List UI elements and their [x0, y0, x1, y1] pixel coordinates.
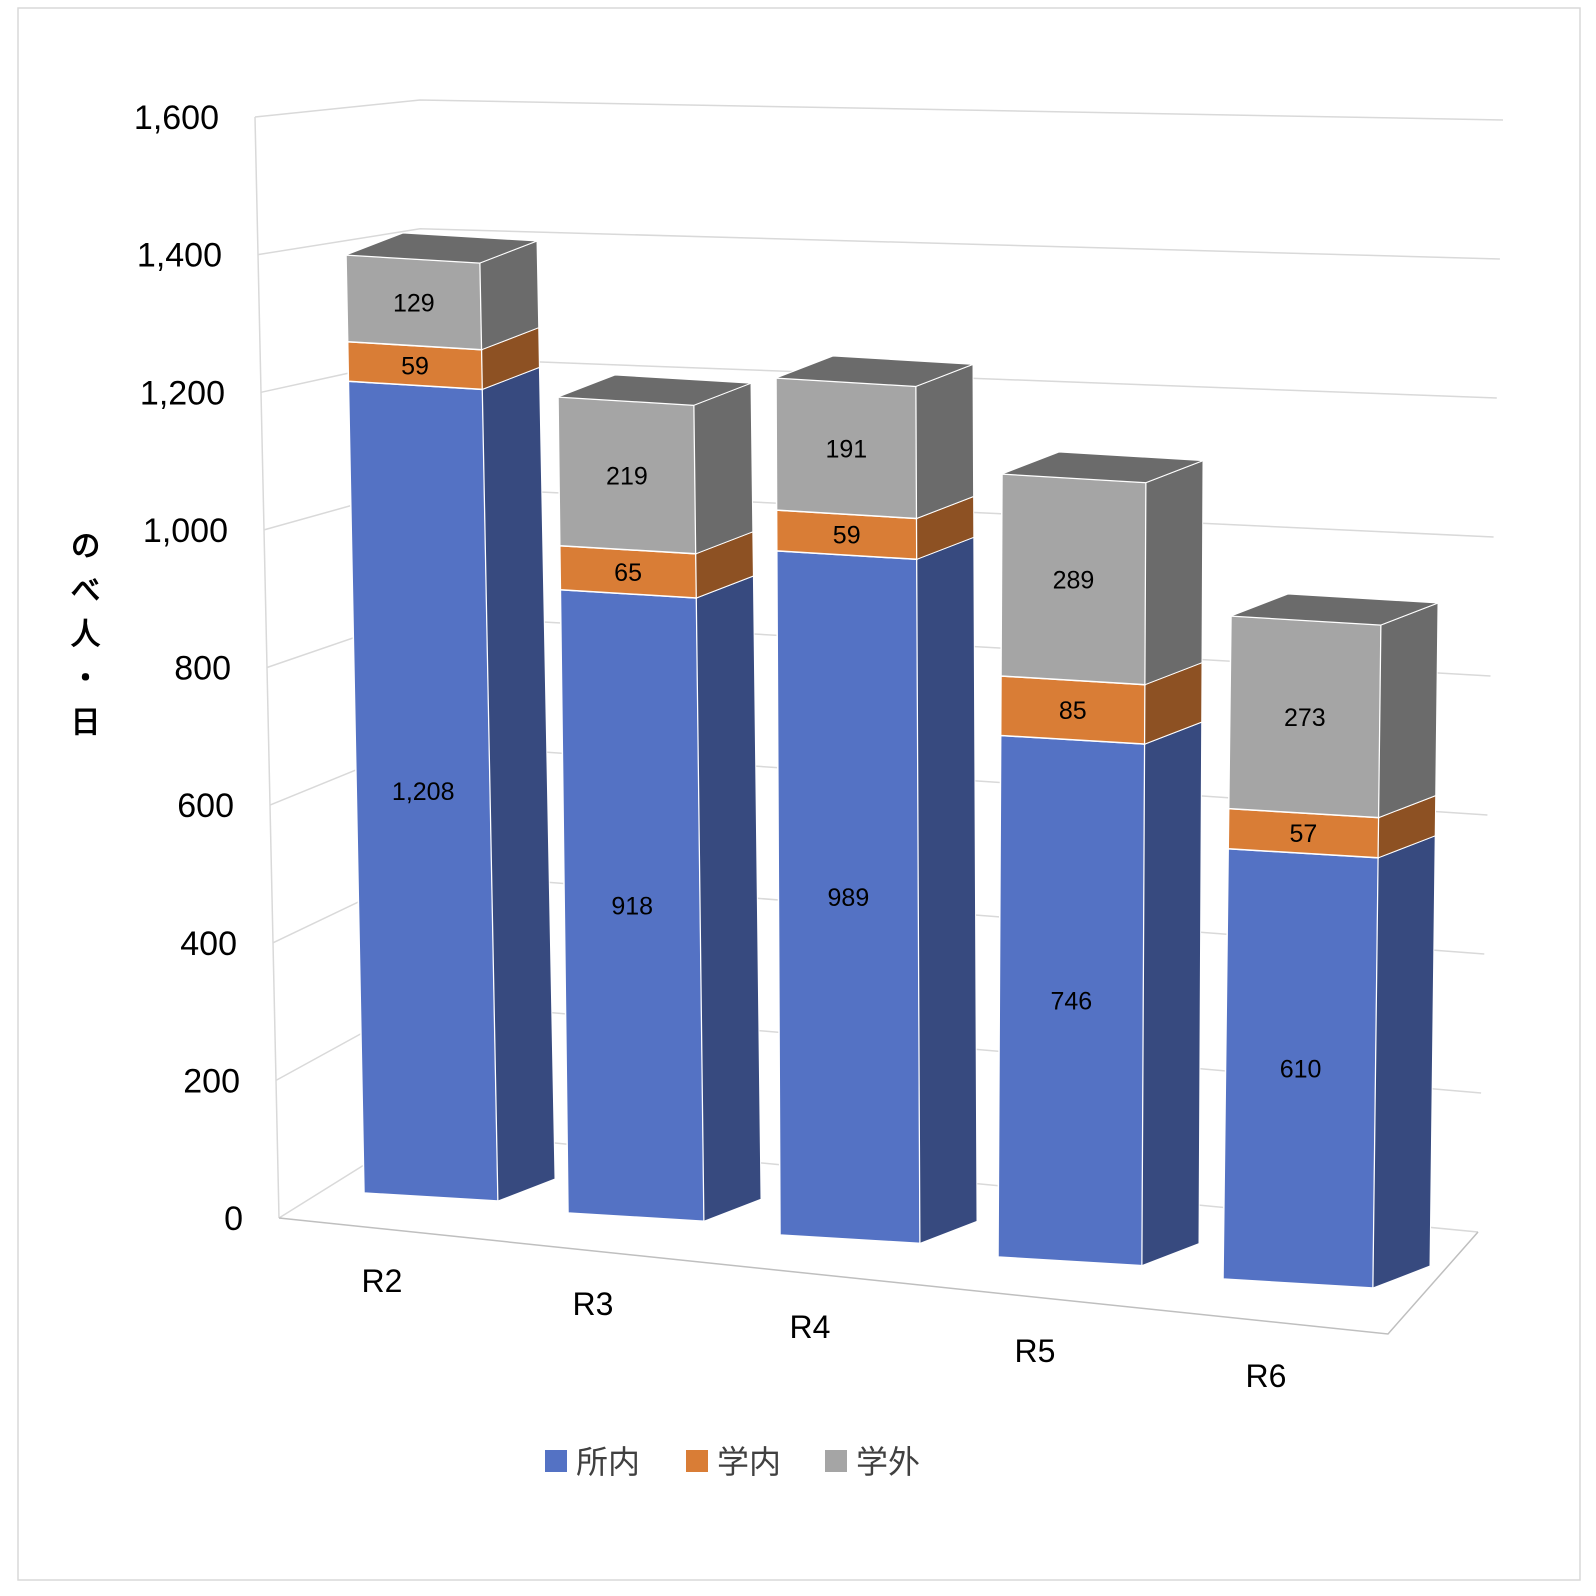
bar-side-R5-3 — [1144, 459, 1204, 686]
legend-swatch — [545, 1450, 567, 1472]
bar-top-R5 — [1001, 451, 1204, 484]
data-label-R2-1: 1,208 — [392, 778, 455, 806]
y-tick-label: 1,600 — [134, 99, 219, 137]
y-tick-label: 1,000 — [143, 512, 228, 550]
y-axis-tick-labels: 0 200 400 600 800 1,000 1,200 1,400 1,600 — [134, 99, 243, 1238]
data-label-R4-2: 59 — [833, 522, 861, 550]
bar-group-R2: 1,208 59 129 — [345, 232, 556, 1202]
data-label-R5-3: 289 — [1053, 566, 1095, 594]
data-label-R5-1: 746 — [1050, 988, 1092, 1016]
gridline — [257, 228, 1500, 260]
y-tick-label: 0 — [224, 1200, 243, 1238]
bar-side-R6-1 — [1372, 835, 1436, 1289]
data-label-R6-2: 57 — [1290, 820, 1318, 848]
bar-side-R4-3 — [915, 363, 975, 520]
bar-top-R6 — [1230, 593, 1439, 626]
data-label-R5-2: 85 — [1059, 697, 1087, 725]
legend-label: 学外 — [856, 1444, 920, 1480]
data-label-R4-3: 191 — [825, 435, 867, 463]
bar-top-R4 — [775, 355, 974, 387]
bar-group-R5: 746 85 289 — [997, 451, 1204, 1267]
bar-top-R2 — [345, 232, 538, 264]
x-tick-label: R6 — [1246, 1358, 1287, 1394]
bar-side-R4-1 — [916, 536, 978, 1245]
x-tick-label: R3 — [573, 1286, 614, 1322]
legend-item: 学内 — [686, 1444, 781, 1480]
legend-item: 学外 — [825, 1444, 920, 1480]
bars: 1,208 59 129 918 65 219 989 59 191 746 85 289 610 57 2… — [345, 232, 1439, 1289]
bar-group-R3: 918 65 219 — [557, 374, 762, 1222]
legend-label: 学内 — [717, 1444, 781, 1480]
legend-swatch — [686, 1450, 708, 1472]
bar-group-R4: 989 59 191 — [775, 355, 978, 1245]
legend-label: 所内 — [576, 1444, 640, 1480]
x-tick-label: R4 — [790, 1309, 831, 1345]
x-tick-label: R5 — [1015, 1333, 1056, 1369]
data-label-R2-2: 59 — [401, 353, 429, 381]
data-label-R3-3: 219 — [606, 462, 648, 490]
data-label-R2-3: 129 — [393, 289, 435, 317]
y-tick-label: 200 — [183, 1062, 240, 1100]
gridline — [254, 99, 1504, 121]
x-axis-tick-labels: R2 R3 R4 R5 R6 — [362, 1263, 1287, 1394]
bar-side-R3-3 — [693, 382, 754, 555]
y-tick-label: 800 — [174, 650, 231, 688]
bar-top-R3 — [557, 374, 752, 406]
bar-side-R3-1 — [695, 575, 762, 1222]
y-tick-label: 400 — [180, 925, 237, 963]
data-label-R6-3: 273 — [1284, 704, 1326, 732]
y-tick-label: 1,400 — [137, 237, 222, 275]
data-label-R6-1: 610 — [1280, 1055, 1322, 1083]
floor-edge — [278, 1217, 1479, 1335]
legend-swatch — [825, 1450, 847, 1472]
bar-side-R6-3 — [1378, 602, 1439, 819]
x-tick-label: R2 — [362, 1263, 403, 1299]
y-axis-line — [254, 116, 280, 1219]
bar-group-R6: 610 57 273 — [1222, 593, 1439, 1289]
y-axis-label: のべ人・日 — [66, 530, 101, 750]
data-label-R4-1: 989 — [828, 884, 870, 912]
y-tick-label: 1,200 — [140, 374, 225, 412]
bar-side-R5-1 — [1141, 721, 1203, 1267]
data-label-R3-1: 918 — [611, 892, 653, 920]
legend: 所内 学内 学外 — [545, 1444, 920, 1480]
data-label-R3-2: 65 — [614, 559, 642, 587]
y-tick-label: 600 — [177, 787, 234, 825]
legend-item: 所内 — [545, 1444, 640, 1480]
